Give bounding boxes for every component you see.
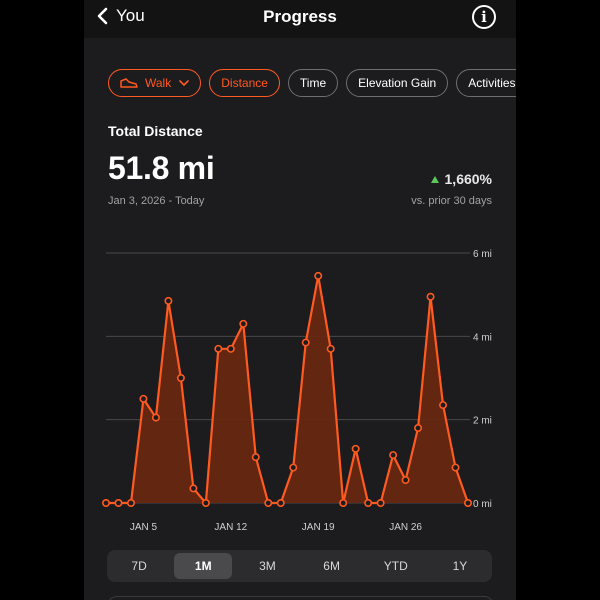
data-point (326, 344, 335, 353)
data-point (164, 296, 173, 305)
nav-bar: You Progress i (84, 0, 516, 38)
data-point (414, 424, 423, 433)
distance-area (106, 275, 468, 503)
range-7d[interactable]: 7D (131, 559, 147, 573)
data-point (226, 344, 235, 353)
time-range-selector: 7D 1M 3M 6M YTD 1Y (107, 550, 492, 582)
data-point (401, 476, 410, 485)
info-icon[interactable]: i (472, 5, 496, 29)
data-point (101, 498, 110, 507)
data-point (364, 498, 373, 507)
shoe-icon (120, 78, 138, 88)
change-indicator: 1,660% (430, 171, 492, 187)
data-point (214, 344, 223, 353)
phone-screen: You Progress i Walk Distance Time Elevat… (84, 0, 516, 600)
data-point (239, 319, 248, 328)
summary-label: Total Distance (108, 123, 203, 139)
up-triangle-icon (430, 175, 439, 183)
activity-filter-chip[interactable]: Walk (108, 69, 202, 97)
data-point (463, 498, 472, 507)
data-point (201, 498, 210, 507)
range-1m[interactable]: 1M (174, 553, 233, 579)
data-point (351, 444, 360, 453)
distance-chart[interactable]: 0 mi 2 mi 4 mi 6 mi JAN 5 JAN 12 JAN 19 JAN 26 (84, 240, 516, 540)
metric-chip-elevation-gain[interactable]: Elevation Gain (346, 69, 449, 97)
x-tick-label: JAN 5 (130, 522, 158, 533)
back-button[interactable]: You (96, 6, 145, 26)
y-tick-label: 0 mi (473, 499, 492, 510)
date-range: Jan 3, 2026 - Today (108, 195, 205, 207)
data-point (426, 292, 435, 301)
chevron-left-icon (97, 7, 108, 25)
page-title: Progress (263, 7, 337, 26)
range-3m[interactable]: 3M (259, 559, 276, 573)
data-point (264, 498, 273, 507)
data-point (389, 451, 398, 460)
total-distance-value: 51.8 mi (108, 150, 215, 186)
x-tick-label: JAN 12 (214, 522, 247, 533)
back-label: You (116, 6, 145, 25)
x-tick-label: JAN 19 (302, 522, 335, 533)
chevron-down-icon (179, 80, 190, 86)
y-tick-label: 4 mi (473, 332, 492, 343)
range-ytd[interactable]: YTD (383, 559, 408, 573)
data-point (301, 338, 310, 347)
data-point (176, 374, 185, 383)
activity-filter-label: Walk (145, 76, 172, 90)
metric-chip-distance[interactable]: Distance (209, 69, 280, 97)
x-tick-label: JAN 26 (389, 522, 422, 533)
metric-chip-activities[interactable]: Activities (456, 69, 516, 97)
distance-line (106, 274, 470, 505)
data-point (151, 413, 160, 422)
y-tick-label: 6 mi (473, 249, 492, 260)
data-point (289, 463, 298, 472)
range-1y[interactable]: 1Y (452, 559, 468, 573)
data-point (339, 498, 348, 507)
data-point (126, 498, 135, 507)
range-6m[interactable]: 6M (323, 559, 340, 573)
data-point (439, 401, 448, 410)
data-point (376, 498, 385, 507)
data-point (114, 498, 123, 507)
data-point (251, 453, 260, 462)
data-point (189, 484, 198, 493)
data-point (314, 271, 323, 280)
metric-chip-time[interactable]: Time (287, 69, 339, 97)
y-tick-label: 2 mi (473, 416, 492, 427)
change-caption: vs. prior 30 days (411, 195, 492, 207)
data-point (139, 394, 148, 403)
filter-chips: Walk Distance Time Elevation Gain Activi… (108, 69, 516, 97)
data-point (451, 463, 460, 472)
data-point (276, 498, 285, 507)
next-card-edge (107, 596, 494, 600)
change-value: 1,660% (444, 171, 492, 187)
